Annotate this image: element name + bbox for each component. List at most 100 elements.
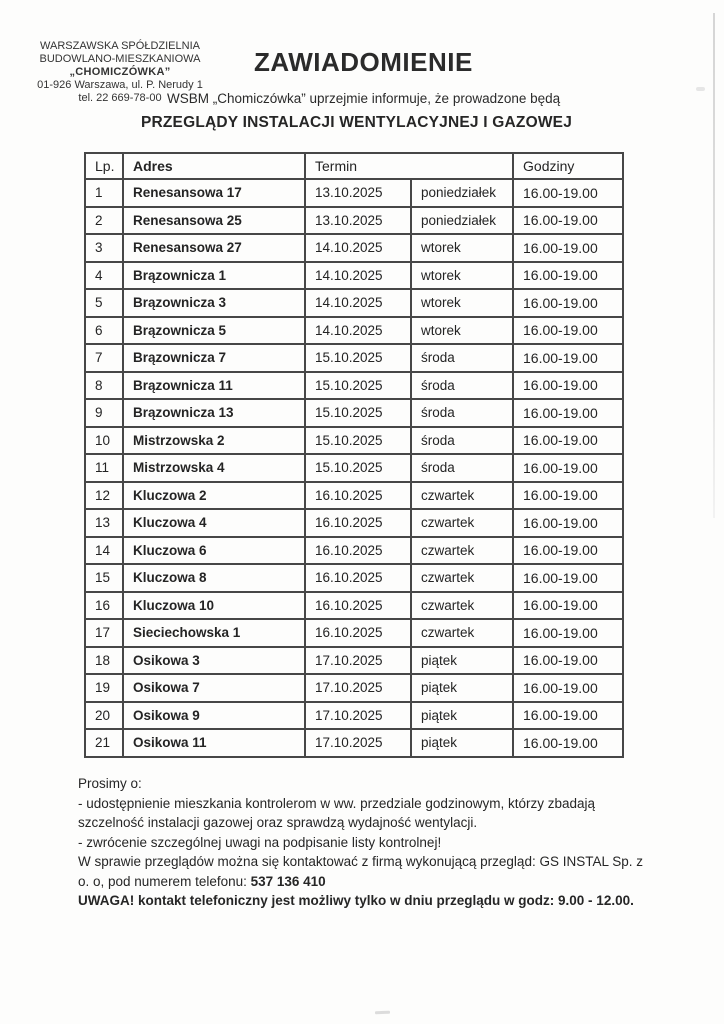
cell-dzien: wtorek	[409, 288, 515, 318]
intro-text: WSBM „Chomiczówka” uprzejmie informuje, …	[167, 91, 561, 106]
cell-dzien: poniedziałek	[409, 205, 515, 235]
cell-data: 14.10.2025	[304, 233, 412, 263]
cell-data: 14.10.2025	[304, 260, 412, 290]
cell-data: 16.10.2025	[304, 590, 412, 620]
header-godziny: Godziny	[512, 152, 625, 180]
cell-adres: Renesansowa 27	[122, 233, 306, 263]
cell-adres: Brązownicza 11	[122, 370, 306, 400]
table-row: 6 Brązownicza 5 14.10.2025 wtorek 16.00-19.0…	[84, 315, 625, 345]
inspection-schedule-table: Lp. Adres Termin Godziny 1 Renesansowa 17…	[84, 152, 625, 758]
cell-godziny: 16.00-19.00	[512, 370, 625, 400]
cell-adres: Brązownicza 1	[122, 260, 306, 290]
org-name-line-2: BUDOWLANO-MIESZKANIOWA	[39, 53, 201, 65]
cell-dzien: piątek	[409, 728, 515, 758]
cell-data: 16.10.2025	[304, 480, 412, 510]
cell-data: 15.10.2025	[304, 398, 412, 428]
cell-data: 14.10.2025	[304, 315, 412, 345]
cell-data: 16.10.2025	[304, 535, 412, 565]
cell-godziny: 16.00-19.00	[512, 480, 625, 510]
cell-dzien: środa	[409, 398, 515, 428]
cell-data: 14.10.2025	[304, 288, 412, 318]
cell-godziny: 16.00-19.00	[512, 260, 625, 290]
header-termin: Termin	[303, 152, 515, 180]
cell-lp: 19	[84, 673, 124, 703]
cell-dzien: środa	[409, 370, 515, 400]
footer-contact-phone: 537 136 410	[250, 873, 326, 889]
footer-prosimy: Prosimy o:	[78, 776, 142, 791]
cell-lp: 18	[84, 645, 124, 675]
cell-data: 17.10.2025	[304, 700, 412, 730]
org-name-line-3: „CHOMICZÓWKA”	[69, 66, 171, 78]
table-row: 18 Osikowa 3 17.10.2025 piątek 16.00-19.00	[84, 645, 625, 675]
table-row: 15 Kluczowa 8 16.10.2025 czwartek 16.00-19.0…	[84, 563, 625, 593]
cell-lp: 4	[84, 260, 124, 290]
cell-adres: Renesansowa 25	[122, 205, 306, 235]
cell-dzien: piątek	[409, 700, 515, 730]
table-header-row: Lp. Adres Termin Godziny	[84, 152, 625, 180]
cell-dzien: środa	[409, 453, 515, 483]
cell-lp: 12	[84, 480, 124, 510]
scan-artifact-smudge	[696, 87, 705, 91]
cell-lp: 20	[84, 700, 124, 730]
cell-data: 15.10.2025	[304, 453, 412, 483]
cell-lp: 16	[84, 590, 124, 620]
cell-godziny: 16.00-19.00	[512, 728, 625, 758]
cell-lp: 3	[84, 233, 124, 263]
footer-warning: UWAGA! kontakt telefoniczny jest możliwy…	[78, 893, 634, 908]
cell-godziny: 16.00-19.00	[512, 288, 625, 318]
cell-data: 16.10.2025	[304, 618, 412, 648]
cell-godziny: 16.00-19.00	[512, 233, 625, 263]
cell-dzien: czwartek	[409, 508, 515, 538]
table-row: 9 Brązownicza 13 15.10.2025 środa 16.00-19.0…	[84, 398, 625, 428]
footer-contact: W sprawie przeglądów można się kontaktow…	[78, 852, 656, 891]
cell-godziny: 16.00-19.00	[512, 673, 625, 703]
scan-artifact-bottom-dash	[374, 1010, 391, 1015]
table-row: 20 Osikowa 9 17.10.2025 piątek 16.00-19.00	[84, 700, 625, 730]
org-address-line: 01-926 Warszawa, ul. P. Nerudy 1	[37, 79, 203, 91]
cell-godziny: 16.00-19.00	[512, 618, 625, 648]
footer-item-2: - zwrócenie szczególnej uwagi na podpisa…	[78, 834, 442, 850]
cell-godziny: 16.00-19.00	[512, 563, 625, 593]
cell-dzien: wtorek	[409, 233, 515, 263]
cell-godziny: 16.00-19.00	[512, 453, 625, 483]
cell-godziny: 16.00-19.00	[512, 700, 625, 730]
footer-item-1: - udostępnienie mieszkania kontrolerom w…	[78, 795, 595, 831]
header-lp: Lp.	[84, 152, 124, 180]
cell-adres: Brązownicza 3	[122, 288, 306, 318]
cell-lp: 10	[84, 425, 124, 455]
cell-adres: Brązownicza 5	[122, 315, 306, 345]
cell-godziny: 16.00-19.00	[512, 508, 625, 538]
cell-data: 15.10.2025	[304, 343, 412, 373]
inspection-table-body: 1 Renesansowa 17 13.10.2025 poniedziałek 16.…	[84, 178, 625, 758]
cell-dzien: czwartek	[409, 618, 515, 648]
cell-data: 17.10.2025	[304, 728, 412, 758]
cell-godziny: 16.00-19.00	[512, 343, 625, 373]
footer-contact-text: W sprawie przeglądów można się kontaktow…	[78, 854, 643, 889]
cell-lp: 2	[84, 205, 124, 235]
cell-adres: Osikowa 9	[122, 700, 306, 730]
cell-lp: 21	[84, 728, 124, 758]
table-row: 19 Osikowa 7 17.10.2025 piątek 16.00-19.00	[84, 673, 625, 703]
cell-godziny: 16.00-19.00	[512, 645, 625, 675]
cell-data: 17.10.2025	[304, 645, 412, 675]
table-row: 14 Kluczowa 6 16.10.2025 czwartek 16.00-19.0…	[84, 535, 625, 565]
cell-lp: 13	[84, 508, 124, 538]
cell-data: 13.10.2025	[304, 178, 412, 208]
header-adres: Adres	[122, 152, 306, 180]
cell-adres: Sieciechowska 1	[122, 618, 306, 648]
cell-lp: 11	[84, 453, 124, 483]
cell-adres: Kluczowa 4	[122, 508, 306, 538]
cell-adres: Brązownicza 13	[122, 398, 306, 428]
cell-dzien: wtorek	[409, 260, 515, 290]
cell-adres: Mistrzowska 2	[122, 425, 306, 455]
cell-data: 16.10.2025	[304, 508, 412, 538]
org-phone-line: tel. 22 669-78-00	[78, 92, 162, 104]
cell-dzien: poniedziałek	[409, 178, 515, 208]
org-name-line-1: WARSZAWSKA SPÓŁDZIELNIA	[40, 40, 200, 52]
scan-artifact-vertical-line	[713, 13, 715, 518]
cell-lp: 1	[84, 178, 124, 208]
cell-lp: 14	[84, 535, 124, 565]
cell-adres: Kluczowa 10	[122, 590, 306, 620]
table-row: 8 Brązownicza 11 15.10.2025 środa 16.00-19.0…	[84, 370, 625, 400]
